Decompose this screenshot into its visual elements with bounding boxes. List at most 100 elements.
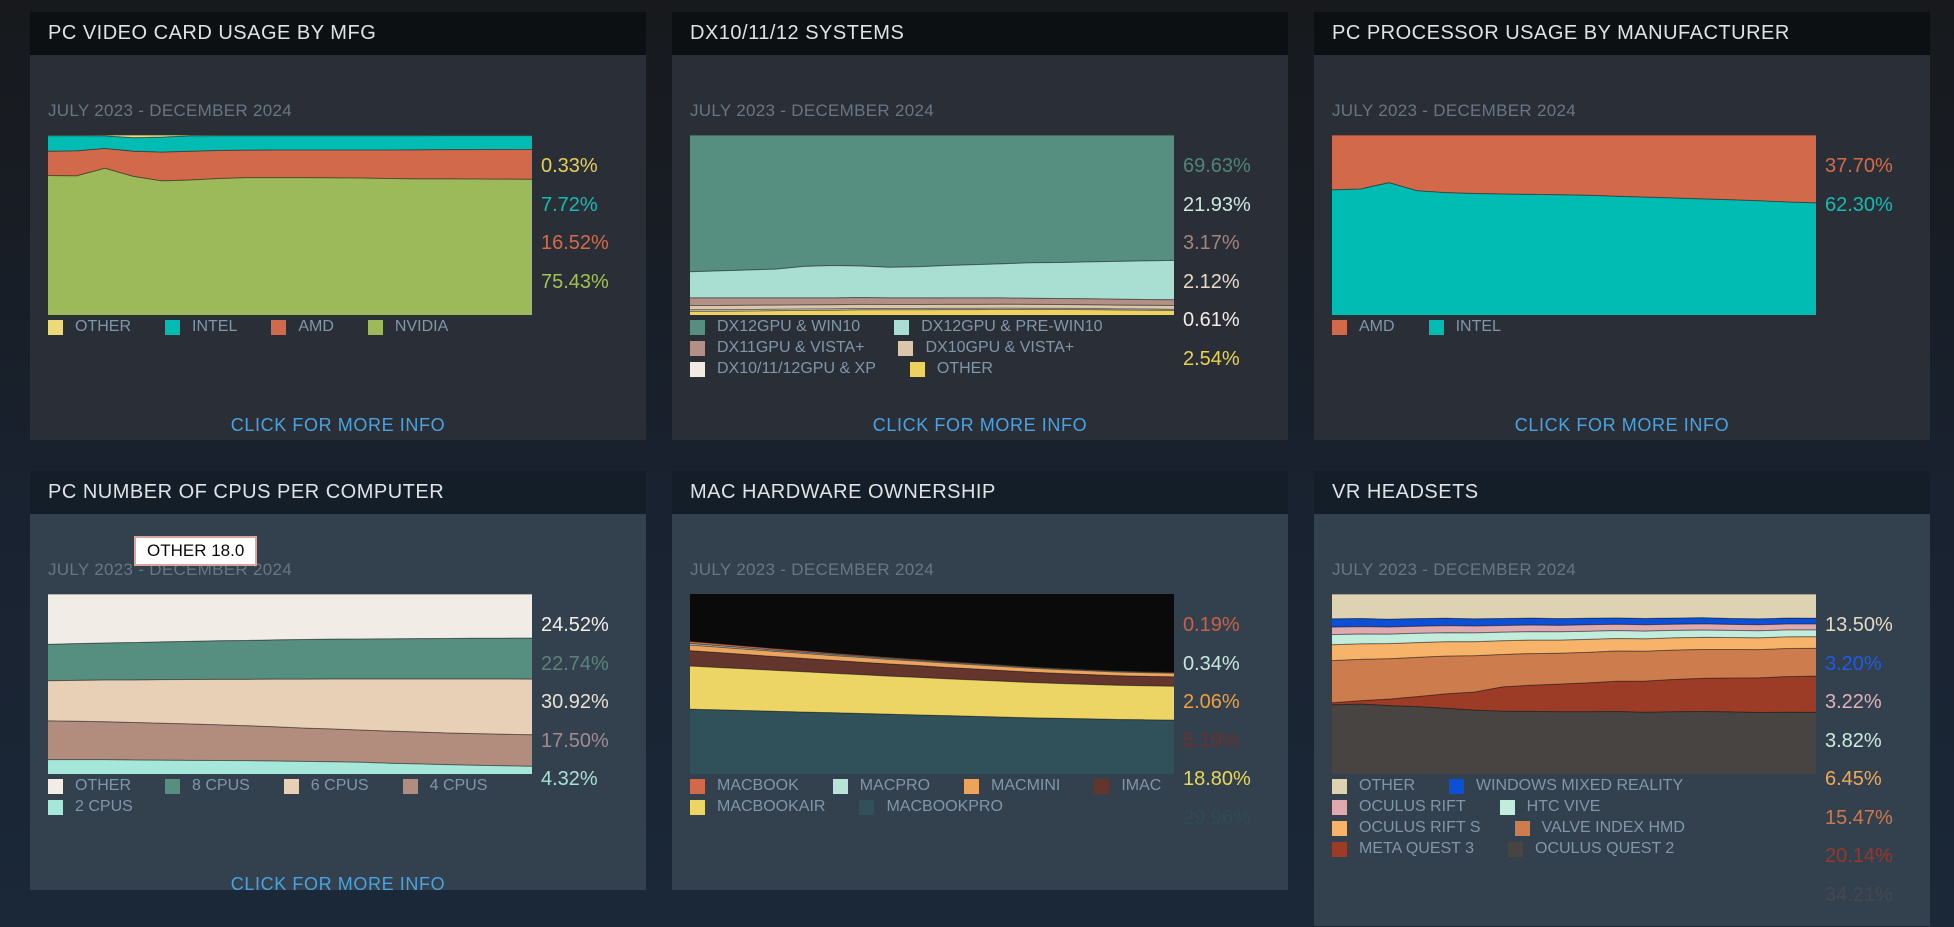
legend-item: MACBOOK (690, 776, 799, 796)
panel-header[interactable]: PC NUMBER OF CPUS PER COMPUTER (30, 471, 646, 514)
series-boundary-line (48, 136, 532, 138)
series-percent-label: 3.17% (1183, 232, 1240, 254)
series-boundary-line (690, 645, 1174, 673)
series-percent-label: 5.19% (1183, 729, 1240, 752)
legend-item: AMD (271, 317, 334, 337)
area-series-other (48, 594, 532, 645)
area-series-amd (48, 148, 532, 181)
legend-label: 8 CPUS (192, 777, 250, 794)
series-percent-label: 0.61% (1183, 309, 1240, 331)
area-series-oculus-quest-2 (1332, 703, 1816, 774)
area-series-intel (1332, 182, 1816, 315)
date-range-label: JULY 2023 - DECEMBER 2024 (1332, 101, 1577, 120)
series-boundary-line (48, 679, 532, 681)
legend-item: OTHER (909, 359, 993, 379)
stacked-area-chart[interactable] (690, 594, 1174, 774)
series-boundary-line (1332, 624, 1816, 627)
legend-item: OCULUS RIFT (1332, 797, 1466, 817)
percent-labels: 69.63% 21.93% 3.17% 2.12% 0.61% 2.54% (1183, 147, 1251, 378)
legend-swatch (1514, 820, 1530, 836)
chart-legend: OTHER WINDOWS MIXED REALITY OCULUS RIFT HTC… (1332, 776, 1732, 859)
legend-swatch (909, 361, 925, 377)
series-boundary-line (690, 666, 1174, 686)
legend-label: MACPRO (859, 777, 931, 794)
legend-item: MACBOOKPRO (859, 797, 1003, 817)
legend-item: DX12GPU & PRE-WIN10 (894, 317, 1103, 337)
legend-item: IMAC (1094, 776, 1161, 796)
legend-label: IMAC (1121, 777, 1162, 794)
legend-item: INTEL (165, 317, 237, 337)
panel-header[interactable]: PC PROCESSOR USAGE BY MANUFACTURER (1314, 12, 1930, 55)
series-boundary-line (48, 760, 532, 767)
more-info-link[interactable]: CLICK FOR MORE INFO (230, 415, 446, 435)
legend-swatch (690, 799, 705, 815)
series-percent-label: 4.32% (541, 768, 598, 790)
legend-item: MACMINI (964, 776, 1060, 796)
survey-panel: VR HEADSETS JULY 2023 - DECEMBER 2024 13… (1314, 471, 1930, 926)
legend-label: DX11GPU & VISTA+ (717, 339, 865, 356)
panel-title: PC VIDEO CARD USAGE BY MFG (48, 22, 377, 44)
series-percent-label: 6.45% (1825, 768, 1882, 790)
legend-item: MACPRO (832, 776, 931, 796)
panel-header[interactable]: PC VIDEO CARD USAGE BY MFG (30, 12, 646, 55)
chart-legend: AMD INTEL (1332, 317, 1852, 337)
legend-item: OCULUS QUEST 2 (1508, 839, 1674, 859)
panel-header[interactable]: MAC HARDWARE OWNERSHIP (672, 471, 1288, 514)
legend-item: VALVE INDEX HMD (1514, 818, 1685, 838)
stacked-area-chart[interactable] (48, 594, 532, 774)
date-range-label: JULY 2023 - DECEMBER 2024 (690, 101, 935, 120)
series-boundary-line (690, 709, 1174, 720)
series-percent-label: 2.12% (1183, 270, 1240, 293)
more-info-link[interactable]: CLICK FOR MORE INFO (1514, 415, 1730, 435)
series-boundary-line (1332, 618, 1816, 619)
panel-body: JULY 2023 - DECEMBER 2024 37.70% 62.30% A… (1314, 55, 1930, 440)
chart-legend: MACBOOK MACPRO MACMINI IMAC MACBOOKAIR MACBOO… (690, 776, 1210, 817)
series-boundary-line (690, 260, 1174, 271)
stacked-area-chart[interactable] (1332, 135, 1816, 315)
legend-swatch (1332, 820, 1347, 836)
series-boundary-line (690, 651, 1174, 677)
series-boundary-line (48, 168, 532, 181)
legend-label: OCULUS RIFT (1359, 798, 1466, 815)
series-boundary-line (1332, 637, 1816, 645)
legend-label: MACBOOK (717, 777, 799, 794)
series-boundary-line (48, 638, 532, 644)
legend-label: WINDOWS MIXED REALITY (1476, 777, 1684, 794)
panel-header[interactable]: VR HEADSETS (1314, 471, 1930, 514)
area-series-macbookpro (690, 709, 1174, 774)
survey-panel: PC PROCESSOR USAGE BY MANUFACTURER JULY … (1314, 12, 1930, 440)
percent-labels: 0.19% 0.34% 2.06% 5.19% 18.80% 29.96% (1183, 606, 1251, 837)
stacked-area-chart[interactable] (1332, 594, 1816, 774)
series-boundary-line (690, 298, 1174, 300)
more-info-link[interactable]: CLICK FOR MORE INFO (230, 874, 446, 894)
legend-item: 8 CPUS (165, 776, 250, 796)
survey-row-bottom: PC NUMBER OF CPUS PER COMPUTER JULY 2023… (0, 471, 1954, 926)
series-boundary-line (1332, 676, 1816, 703)
area-series-macmini (690, 644, 1174, 677)
stacked-area-chart[interactable] (48, 135, 532, 315)
legend-swatch (1094, 778, 1110, 794)
legend-item: META QUEST 3 (1332, 839, 1474, 859)
stacked-area-chart[interactable] (690, 135, 1174, 315)
series-percent-label: 69.63% (1183, 155, 1251, 177)
legend-swatch (48, 778, 63, 794)
legend-label: 4 CPUS (429, 777, 488, 794)
legend-label: DX12GPU & PRE-WIN10 (921, 318, 1103, 335)
legend-swatch (165, 319, 180, 335)
percent-labels: 13.50% 3.20% 3.22% 3.82% 6.45% 15.47% 20.14% 34… (1825, 606, 1893, 914)
more-info-link[interactable]: CLICK FOR MORE INFO (872, 415, 1088, 435)
legend-item: 4 CPUS (402, 776, 488, 796)
area-series-dx11gpu-vista- (690, 297, 1174, 306)
legend-item: WINDOWS MIXED REALITY (1449, 776, 1683, 796)
survey-panel: PC VIDEO CARD USAGE BY MFG JULY 2023 - D… (30, 12, 646, 440)
series-percent-label: 2.06% (1183, 691, 1240, 713)
area-series-imac (690, 650, 1174, 687)
legend-item: OTHER (48, 317, 131, 337)
legend-item: NVIDIA (367, 317, 448, 337)
legend-swatch (832, 778, 848, 794)
series-boundary-line (690, 308, 1174, 310)
percent-labels: 37.70% 62.30% (1825, 147, 1893, 224)
series-percent-label: 18.80% (1183, 768, 1251, 790)
panel-header[interactable]: DX10/11/12 SYSTEMS (672, 12, 1288, 55)
legend-swatch (271, 319, 287, 335)
